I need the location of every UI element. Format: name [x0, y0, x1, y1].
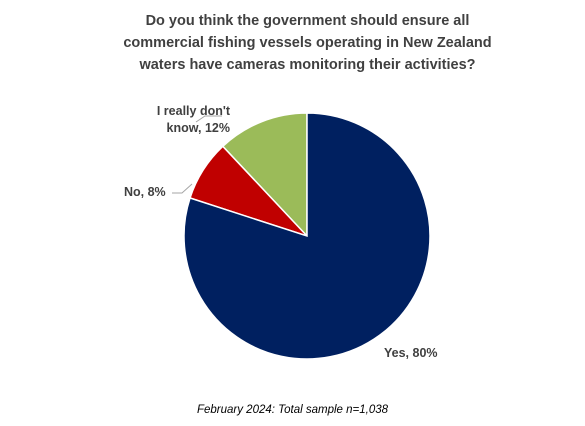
chart-title: Do you think the government should ensur… [123, 13, 492, 73]
data-label: No, 8% [124, 185, 166, 199]
pie-slice [221, 112, 308, 238]
leader-line [195, 115, 222, 123]
leader-line [172, 183, 193, 194]
data-label: I really don't know, 12% [156, 104, 230, 135]
footnote: February 2024: Total sample n=1,038 [196, 404, 389, 416]
pie-slice [183, 112, 431, 360]
data-label: Yes, 80% [384, 346, 438, 360]
